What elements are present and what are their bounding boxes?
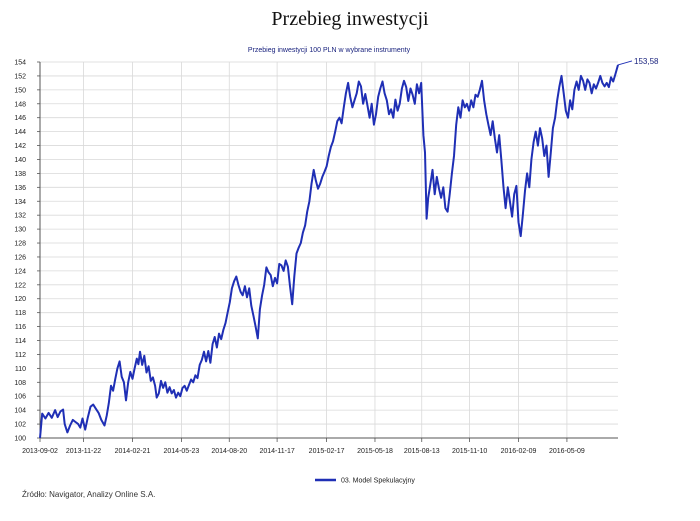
chart-title: Przebieg inwestycji 100 PLN w wybrane in… <box>248 47 411 54</box>
y-tick-label: 112 <box>15 352 26 359</box>
y-tick-label: 110 <box>15 366 26 373</box>
grid-lines <box>40 61 618 439</box>
y-tick-label: 142 <box>14 143 26 150</box>
page-title: Przebieg inwestycji <box>271 8 429 30</box>
y-tick-label: 150 <box>14 87 26 94</box>
y-tick-label: 154 <box>14 60 26 67</box>
y-tick-label: 152 <box>14 73 26 80</box>
y-tick-label: 118 <box>15 310 26 317</box>
y-tick-label: 138 <box>14 171 26 178</box>
y-tick-label: 104 <box>14 408 26 415</box>
y-tick-label: 146 <box>14 115 26 122</box>
end-value-label: 153,58 <box>634 57 659 66</box>
y-tick-label: 134 <box>14 199 26 206</box>
y-axis-ticks: 100 102 104 106 108 110 112 114 116 118 120 122 124 1… <box>14 60 40 443</box>
y-tick-label: 148 <box>14 101 26 108</box>
y-tick-label: 102 <box>14 422 26 429</box>
y-tick-label: 130 <box>14 227 26 234</box>
x-tick-label: 2016-02-09 <box>501 448 537 455</box>
x-tick-label: 2015-05-18 <box>357 448 393 455</box>
x-tick-label: 2013-11-22 <box>66 448 101 455</box>
x-tick-label: 2014-11-17 <box>259 448 294 455</box>
legend-label: 03. Model Spekulacyjny <box>341 478 415 485</box>
y-tick-label: 124 <box>14 268 26 275</box>
y-tick-label: 114 <box>15 338 26 345</box>
series-layer: 153,58 <box>39 57 659 439</box>
y-tick-label: 120 <box>14 296 26 303</box>
series-line-model-spekulacyjny <box>39 64 619 439</box>
legend: 03. Model Spekulacyjny <box>315 478 415 485</box>
y-tick-label: 116 <box>15 324 26 331</box>
end-label-leader <box>617 60 633 66</box>
y-tick-label: 140 <box>14 157 26 164</box>
x-tick-label: 2015-11-10 <box>452 448 487 455</box>
x-tick-label: 2016-05-09 <box>549 448 585 455</box>
axes <box>39 62 618 439</box>
y-tick-label: 122 <box>14 282 26 289</box>
source-note: Źródło: Navigator, Analizy Online S.A. <box>22 490 156 499</box>
x-axis-ticks: 2013-09-02 2013-11-22 2014-02-21 2014-05-23… <box>22 438 585 455</box>
x-tick-label: 2014-05-23 <box>164 448 200 455</box>
x-tick-label: 2015-02-17 <box>309 448 345 455</box>
y-tick-label: 126 <box>14 254 26 261</box>
x-tick-label: 2015-08-13 <box>404 448 440 455</box>
x-tick-label: 2013-09-02 <box>22 448 58 455</box>
y-tick-label: 128 <box>14 241 26 248</box>
y-tick-label: 106 <box>14 394 26 401</box>
x-tick-label: 2014-08-20 <box>211 448 247 455</box>
y-tick-label: 144 <box>14 129 26 136</box>
x-tick-label: 2014-02-21 <box>115 448 151 455</box>
y-tick-label: 108 <box>14 380 26 387</box>
y-tick-label: 132 <box>14 213 26 220</box>
y-tick-label: 100 <box>14 436 26 443</box>
y-tick-label: 136 <box>14 185 26 192</box>
